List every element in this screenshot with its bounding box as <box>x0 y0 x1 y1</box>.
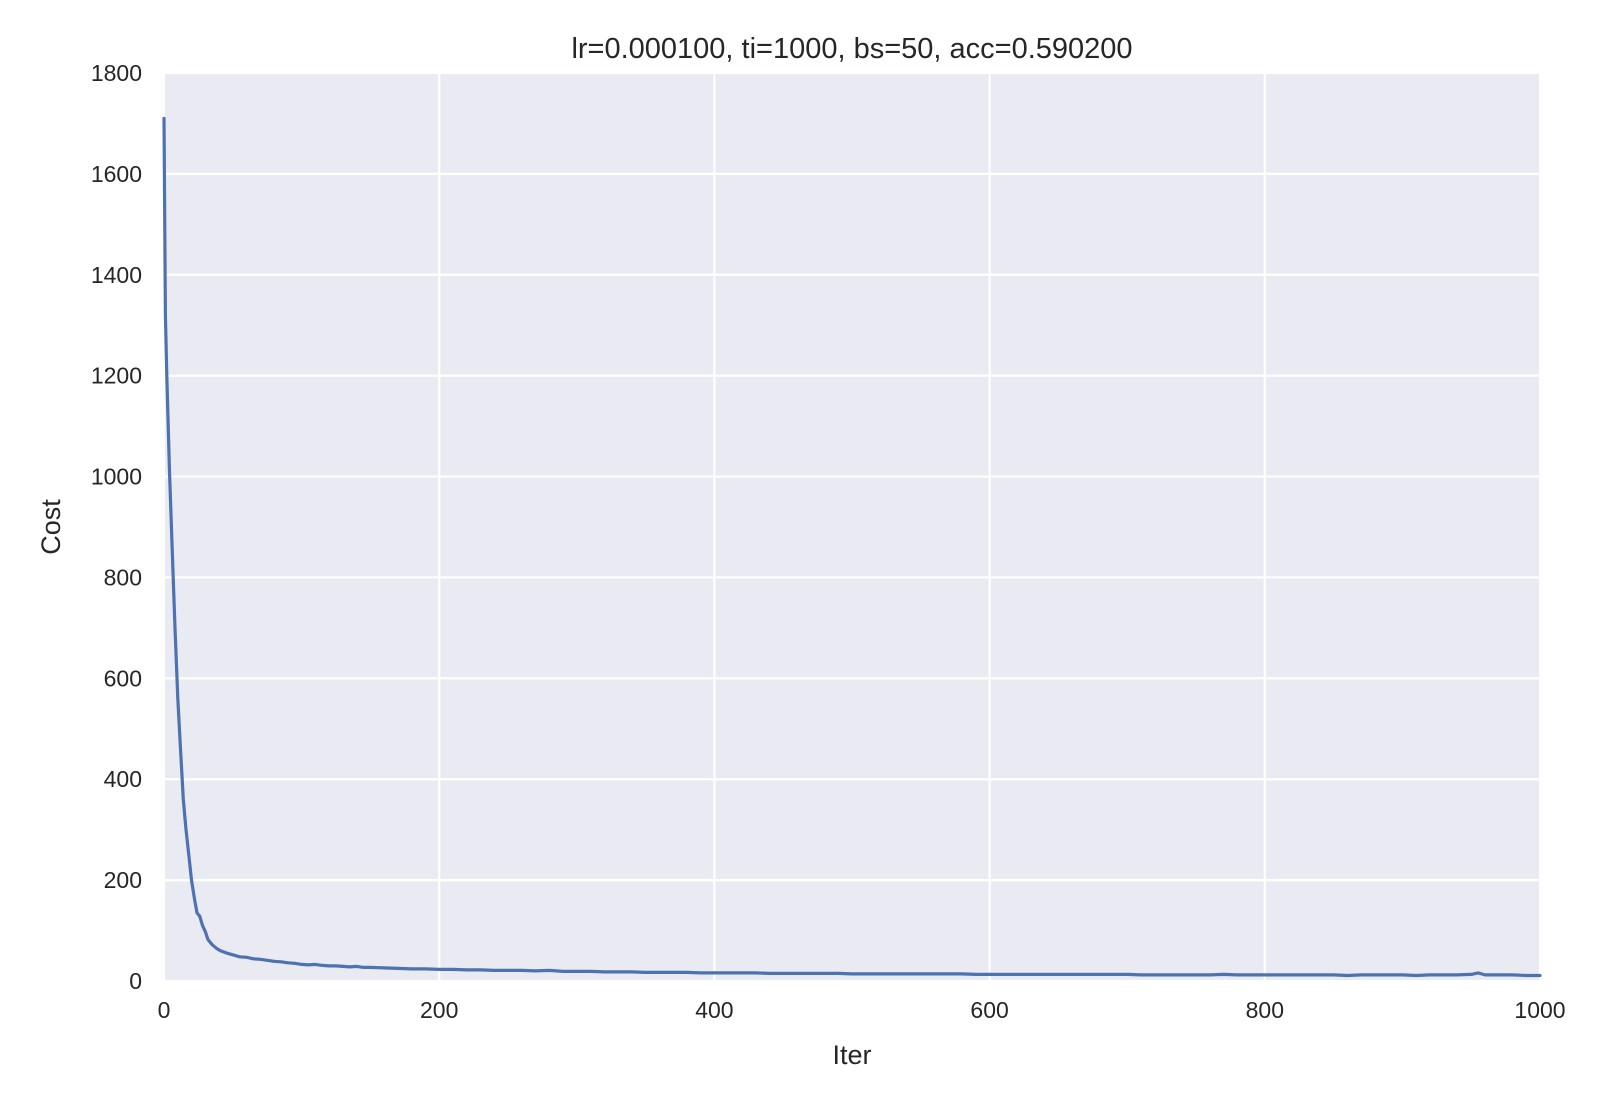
y-tick-label: 1800 <box>91 60 142 86</box>
chart-title: lr=0.000100, ti=1000, bs=50, acc=0.59020… <box>571 33 1132 65</box>
x-tick-label: 1000 <box>1514 997 1565 1023</box>
y-axis-label: Cost <box>36 499 66 555</box>
x-tick-label: 600 <box>970 997 1008 1023</box>
y-tick-label: 600 <box>104 665 142 691</box>
y-tick-labels: 0 200 400 600 800 1000 1200 1400 1600 1800 <box>91 60 142 994</box>
grid-lines <box>162 71 1542 983</box>
x-tick-label: 400 <box>695 997 733 1023</box>
x-tick-label: 0 <box>158 997 171 1023</box>
y-tick-label: 1400 <box>91 262 142 288</box>
x-tick-label: 200 <box>420 997 458 1023</box>
x-tick-labels: 0 200 400 600 800 1000 <box>158 997 1566 1023</box>
y-tick-label: 0 <box>129 968 142 994</box>
series-layer <box>162 116 1542 978</box>
y-tick-label: 800 <box>104 564 142 590</box>
cost-series-line <box>162 116 1542 978</box>
y-tick-label: 400 <box>104 766 142 792</box>
y-tick-label: 1200 <box>91 363 142 389</box>
y-tick-label: 200 <box>104 867 142 893</box>
x-tick-label: 800 <box>1246 997 1284 1023</box>
plot-background <box>164 73 1540 981</box>
y-tick-label: 1600 <box>91 161 142 187</box>
y-tick-label: 1000 <box>91 464 142 490</box>
x-axis-label: Iter <box>832 1040 871 1070</box>
